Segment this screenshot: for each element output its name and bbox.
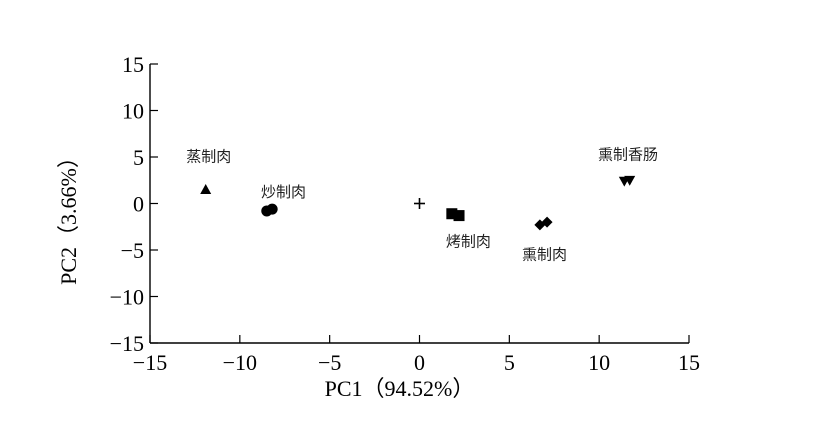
y-tick-label: −15 xyxy=(110,331,144,356)
y-tick-label: 15 xyxy=(122,52,144,77)
y-tick-label: −5 xyxy=(121,238,144,263)
x-tick-label: −10 xyxy=(223,350,257,375)
x-tick-label: −15 xyxy=(133,350,167,375)
circle-marker xyxy=(266,203,278,215)
group-label: 炒制肉 xyxy=(261,183,306,201)
y-tick-label: 10 xyxy=(122,99,144,124)
x-axis-title: PC1（94.52%） xyxy=(325,376,475,401)
x-axis-ticks: −15 −10 −5 0 5 10 15 xyxy=(133,335,700,375)
axes: −15 −10 −5 0 5 10 15 −15 −10 −5 0 5 10 15 xyxy=(110,52,700,375)
plus-marker xyxy=(414,198,425,209)
group-label: 熏制肉 xyxy=(522,245,567,263)
x-tick-label: −5 xyxy=(318,350,341,375)
group-label: 蒸制肉 xyxy=(186,148,231,166)
y-tick-label: 5 xyxy=(133,145,144,170)
y-tick-label: 0 xyxy=(133,192,144,217)
data-points xyxy=(200,175,636,231)
square-marker xyxy=(446,208,458,220)
triangle-down-marker xyxy=(624,175,636,186)
group-label: 烤制肉 xyxy=(446,233,491,251)
triangle-up-marker xyxy=(200,184,212,194)
y-axis-ticks: −15 −10 −5 0 5 10 15 xyxy=(110,52,158,356)
x-tick-label: 5 xyxy=(504,350,515,375)
x-tick-label: 0 xyxy=(414,350,425,375)
x-tick-label: 10 xyxy=(588,350,610,375)
diamond-marker xyxy=(541,216,553,228)
x-tick-label: 15 xyxy=(678,350,700,375)
y-tick-label: −10 xyxy=(110,285,144,310)
square-marker xyxy=(453,210,465,222)
group-label: 熏制香肠 xyxy=(598,146,658,164)
y-axis-title: PC2（3.66%） xyxy=(56,146,81,285)
